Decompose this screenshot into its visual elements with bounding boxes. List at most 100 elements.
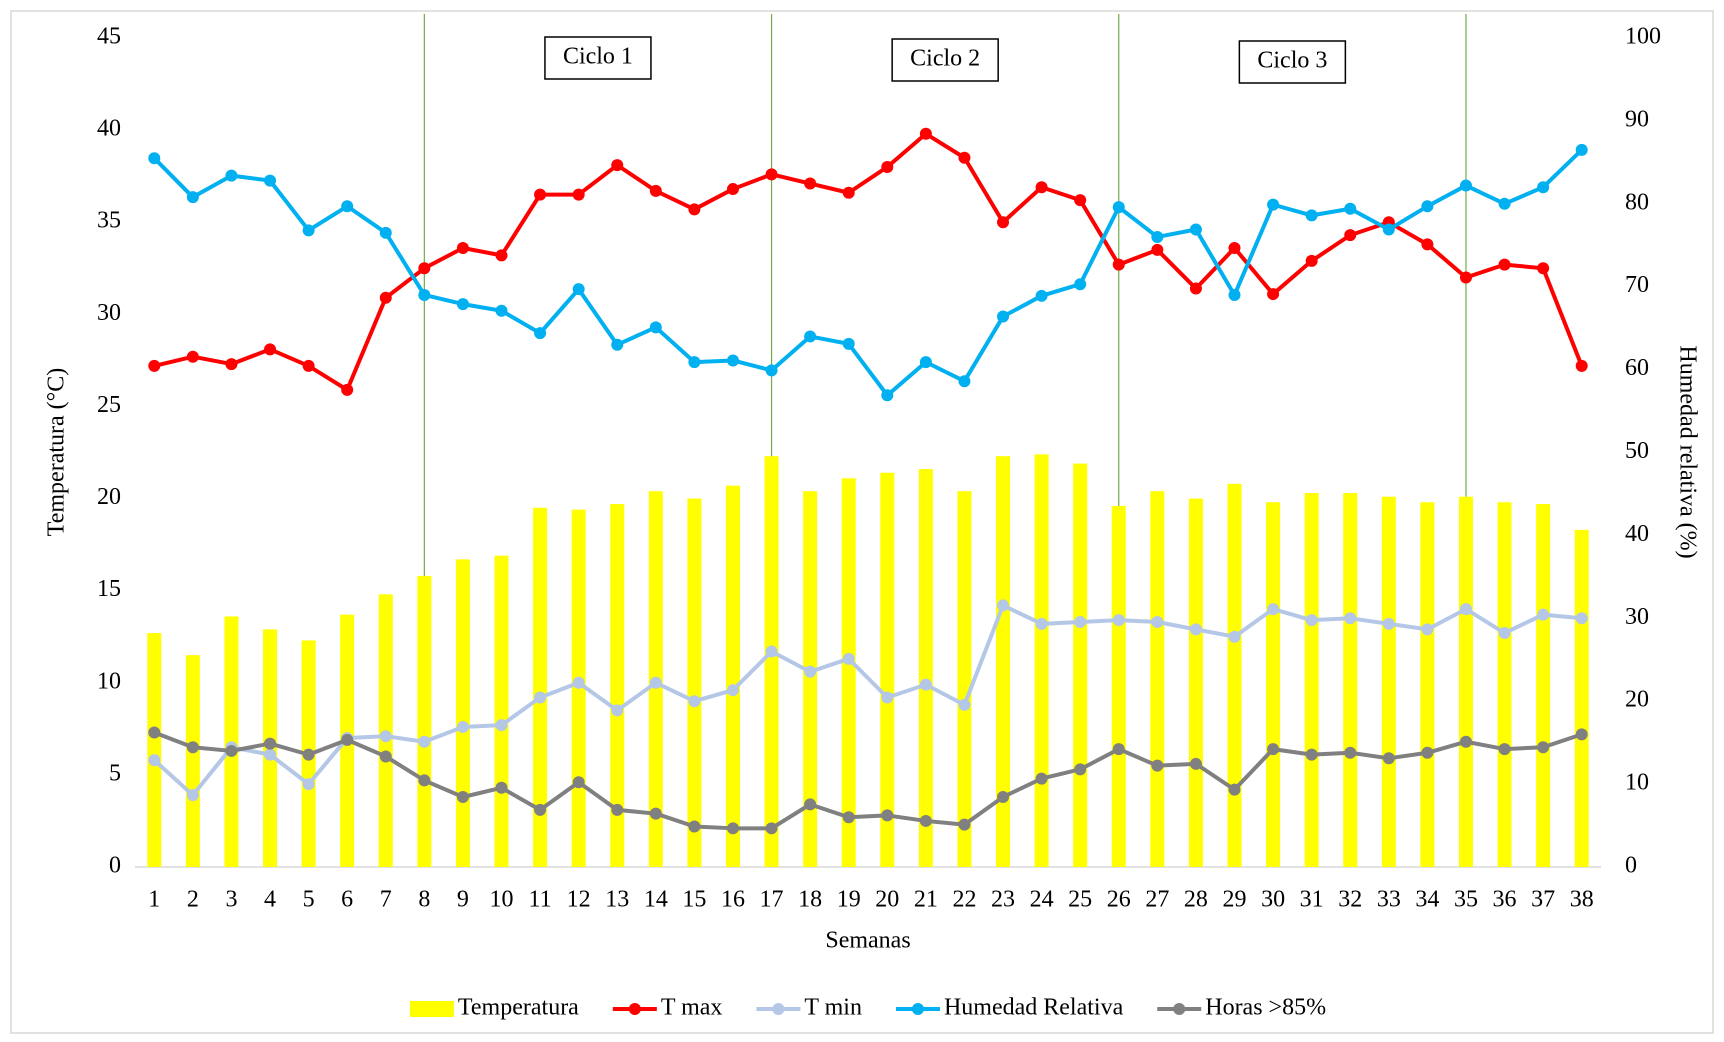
point [958, 698, 971, 711]
legend-marker [772, 1003, 785, 1015]
bar [880, 472, 895, 867]
y2-tick-label: 90 [1625, 106, 1649, 132]
point [1537, 181, 1550, 194]
bar [687, 498, 702, 867]
bar [533, 507, 548, 867]
x-tick-label: 30 [1261, 887, 1285, 913]
point [1074, 278, 1087, 291]
legend: Temperatura T max T min Humedad Relativa Hor… [409, 995, 1326, 1021]
bar [764, 456, 779, 867]
point [919, 356, 932, 369]
line [152, 148, 1584, 398]
bar [1304, 493, 1319, 867]
y2-tick-label: 40 [1625, 521, 1649, 547]
y2-tick-label: 80 [1625, 189, 1649, 215]
point [997, 216, 1010, 229]
legend-label: Horas >85% [1205, 995, 1326, 1021]
point [1151, 243, 1164, 256]
y-tick-label: 40 [97, 116, 121, 142]
bar [1381, 496, 1396, 867]
x-tick-label: 9 [457, 887, 469, 913]
point [456, 242, 469, 255]
point [1382, 223, 1395, 236]
point [765, 364, 778, 377]
point [148, 359, 161, 372]
point [919, 678, 932, 691]
x-tick-label: 7 [380, 887, 392, 913]
point [881, 160, 894, 173]
point [534, 327, 547, 340]
point [1344, 746, 1357, 759]
bar [494, 555, 509, 867]
point [688, 203, 701, 216]
point [1459, 179, 1472, 192]
point [379, 730, 392, 743]
point [302, 224, 315, 237]
legend-marker [628, 1003, 641, 1015]
point [1228, 288, 1241, 301]
bar [841, 478, 856, 867]
point [572, 283, 585, 296]
bar [147, 633, 162, 867]
point [264, 343, 277, 356]
x-tick-label: 1 [148, 887, 160, 913]
point [456, 298, 469, 311]
bar [1111, 505, 1126, 867]
bar [996, 456, 1011, 867]
point [264, 748, 277, 761]
point [1537, 608, 1550, 621]
point [804, 177, 817, 190]
point [1459, 271, 1472, 284]
point [765, 168, 778, 181]
bar [1343, 493, 1358, 867]
point [1537, 262, 1550, 275]
point [1382, 617, 1395, 630]
point [418, 288, 431, 301]
point [1421, 238, 1434, 251]
point [534, 691, 547, 704]
x-tick-label: 24 [1030, 887, 1054, 913]
y-tick-label: 15 [97, 576, 121, 602]
point [881, 389, 894, 402]
point [1498, 197, 1511, 210]
x-tick-label: 21 [914, 887, 938, 913]
bar [417, 575, 432, 867]
point [534, 188, 547, 201]
point [649, 676, 662, 689]
x-tick-label: 4 [264, 887, 276, 913]
point [495, 304, 508, 317]
point [842, 186, 855, 199]
y2-tick-label: 100 [1625, 24, 1661, 50]
annotation: Ciclo 2 [910, 46, 980, 72]
y-tick-label: 35 [97, 208, 121, 234]
x-tick-label: 11 [529, 887, 552, 913]
point [572, 776, 585, 789]
line [153, 730, 1583, 831]
point [1575, 612, 1588, 625]
point [148, 726, 161, 739]
annotation-box [1238, 40, 1347, 84]
point [804, 330, 817, 343]
point [1074, 763, 1087, 776]
point [1189, 282, 1202, 295]
bar [725, 485, 740, 867]
point [1498, 627, 1511, 640]
point [495, 249, 508, 262]
x-tick-label: 33 [1377, 887, 1401, 913]
bar [1497, 502, 1512, 867]
annotation: Ciclo 1 [563, 44, 633, 70]
x-tick-label: 27 [1145, 887, 1169, 913]
point [726, 354, 739, 367]
x-tick-label: 20 [875, 887, 899, 913]
bar [1150, 491, 1165, 867]
point [726, 684, 739, 697]
y-axis-label: Temperatura (°C) [44, 368, 70, 537]
point [456, 790, 469, 803]
point [341, 383, 354, 396]
bar [1073, 463, 1088, 867]
point [1035, 289, 1048, 302]
x-tick-label: 17 [760, 887, 784, 913]
x-tick-label: 10 [490, 887, 514, 913]
point [726, 822, 739, 835]
x-tick-label: 36 [1493, 887, 1517, 913]
